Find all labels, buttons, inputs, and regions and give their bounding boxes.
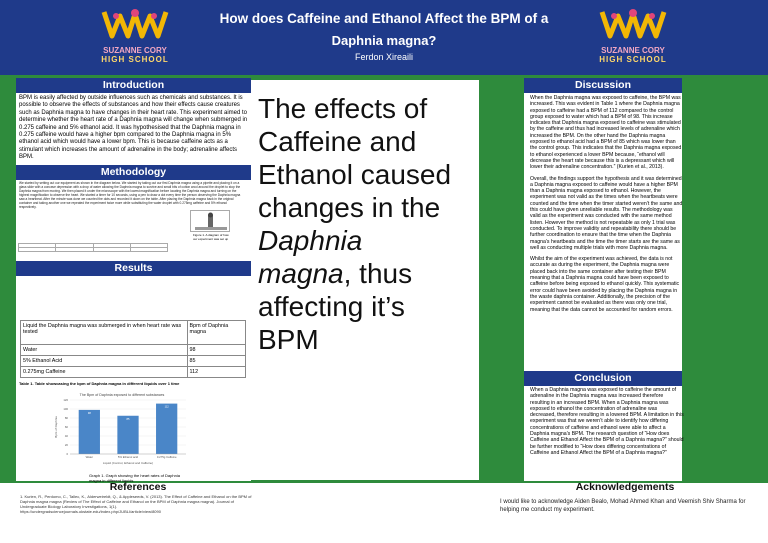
- bpm-bar-chart: The Bpm of Daphnia exposed to different …: [52, 390, 192, 470]
- middle-column: [251, 80, 479, 480]
- key-finding-line: Daphnia: [258, 225, 363, 256]
- table-row: [17, 247, 169, 252]
- table-cell: 5% Ethanol Acid: [20, 355, 188, 367]
- bar: [156, 403, 178, 454]
- chart-canvas: The Bpm of Daphnia exposed to different …: [54, 393, 186, 465]
- graph-caption: Graph 1. Graph showing the heart rates o…: [89, 473, 180, 483]
- bar: [78, 409, 100, 454]
- species-word: magna: [258, 258, 344, 289]
- acknowledgements-section: Acknowledgements I would like to acknowl…: [500, 481, 750, 514]
- acknowledgements-text: I would like to acknowledge Aiden Bealo,…: [500, 499, 746, 513]
- x-tick-label: 0.275g Caffeine: [157, 455, 177, 459]
- school-name: SUZANNE CORY HIGH SCHOOL: [101, 46, 169, 64]
- table-header-row: Liquid the Daphnia magna was submerged i…: [20, 320, 247, 345]
- key-finding-line: Caffeine and: [258, 126, 417, 157]
- table-cell: 112: [186, 366, 247, 378]
- x-axis-label: Liquid (Control, Ethanol and Caffeine): [103, 461, 153, 465]
- introduction-text: BPM is easily affected by outside influe…: [19, 95, 248, 161]
- table-cell: 0.275mg Caffeine: [20, 366, 188, 378]
- poster-title-species: Daphnia magna?: [331, 33, 437, 48]
- discussion-paragraph: Overall, the findings support the hypoth…: [530, 175, 683, 251]
- school-logo-right: SUZANNE CORY HIGH SCHOOL: [596, 6, 670, 66]
- references-section: References 1. Kurien, R., Perdomo, C., T…: [18, 481, 258, 515]
- y-tick-label: 80: [65, 416, 69, 420]
- discussion-section: Discussion: [524, 78, 682, 93]
- x-tick-label: 5% Ethanol acid: [118, 455, 139, 459]
- y-tick-label: 100: [63, 407, 68, 411]
- key-finding-line: affecting it’s: [258, 291, 405, 322]
- references-heading: References: [109, 481, 167, 493]
- key-finding-line: magna, thus: [258, 257, 478, 290]
- methodology-heading: Methodology: [16, 164, 251, 180]
- poster-title: How does Caffeine and Ethanol Affect the…: [219, 11, 549, 26]
- y-tick-label: 20: [65, 443, 69, 447]
- table-caption: Table 1. Table showcasing the bpm of Dap…: [19, 381, 180, 386]
- table-cell: 98: [186, 344, 247, 356]
- discussion-heading: Discussion: [524, 78, 682, 93]
- bar: [117, 415, 139, 454]
- x-tick-label: Water: [86, 455, 93, 459]
- conclusion-heading: Conclusion: [524, 371, 682, 386]
- key-finding-line: The effects of: [258, 93, 428, 124]
- table-row: 0.275mg Caffeine 112: [20, 366, 247, 378]
- poster-header: SUZANNE CORY HIGH SCHOOL SUZANNE CORY HI…: [0, 0, 768, 75]
- methodology-text: We started by setting out our equipment …: [19, 180, 241, 209]
- acknowledgements-heading: Acknowledgements: [575, 481, 675, 493]
- bar-value-label: 85: [127, 417, 130, 421]
- table-cell: 85: [186, 355, 247, 367]
- bar-value-label: 98: [88, 411, 91, 415]
- discussion-paragraph: When the Daphnia magna was exposed to ca…: [530, 95, 682, 171]
- experiment-diagram: [190, 210, 230, 232]
- discussion-paragraph: Whilst the aim of the experiment was ach…: [530, 256, 680, 313]
- figure-caption: Figure 1. A diagram of how our experimen…: [193, 233, 229, 241]
- table-header-cell: Liquid the Daphnia magna was submerged i…: [20, 320, 188, 345]
- y-tick-label: 120: [63, 398, 68, 402]
- y-tick-label: 0: [66, 452, 68, 456]
- introduction-heading: Introduction: [16, 78, 251, 93]
- microscope-icon: [195, 212, 227, 230]
- right-column: [524, 78, 682, 481]
- y-axis-label: Bpm of Daphnia: [54, 416, 58, 438]
- poster-author: Ferdon Xireaili: [354, 52, 414, 62]
- school-logo-left: SUZANNE CORY HIGH SCHOOL: [98, 6, 172, 66]
- table-row: Water 98: [20, 344, 247, 356]
- left-column: Introduction BPM is easily affected by o…: [16, 78, 251, 483]
- school-crest-icon: [599, 9, 667, 39]
- references-text: 1. Kurien, R., Perdomo, C., Tallec, K., …: [20, 494, 252, 514]
- school-name: SUZANNE CORY HIGH SCHOOL: [599, 46, 667, 64]
- key-finding-statement: The effects of Caffeine and Ethanol caus…: [258, 92, 478, 356]
- y-tick-label: 40: [65, 434, 69, 438]
- results-table: Liquid the Daphnia magna was submerged i…: [20, 320, 247, 378]
- discussion-body: When the Daphnia magna was exposed to ca…: [528, 94, 686, 314]
- table-header-cell: Bpm of Daphnia magna: [186, 320, 247, 345]
- results-heading: Results: [16, 261, 251, 276]
- equipment-table: [17, 243, 169, 252]
- bar-value-label: 112: [165, 405, 170, 409]
- key-finding-line: Ethanol caused: [258, 159, 452, 190]
- conclusion-text: When a Daphnia magna was exposed to caff…: [530, 387, 684, 456]
- chart-title: The Bpm of Daphnia exposed to different …: [80, 393, 165, 397]
- y-tick-label: 60: [65, 425, 69, 429]
- table-row: 5% Ethanol Acid 85: [20, 355, 247, 367]
- table-cell: Water: [20, 344, 188, 356]
- key-finding-suffix: , thus: [343, 258, 413, 289]
- key-finding-line: BPM: [258, 324, 319, 355]
- key-finding-line: changes in the: [258, 192, 441, 223]
- school-crest-icon: [101, 9, 169, 39]
